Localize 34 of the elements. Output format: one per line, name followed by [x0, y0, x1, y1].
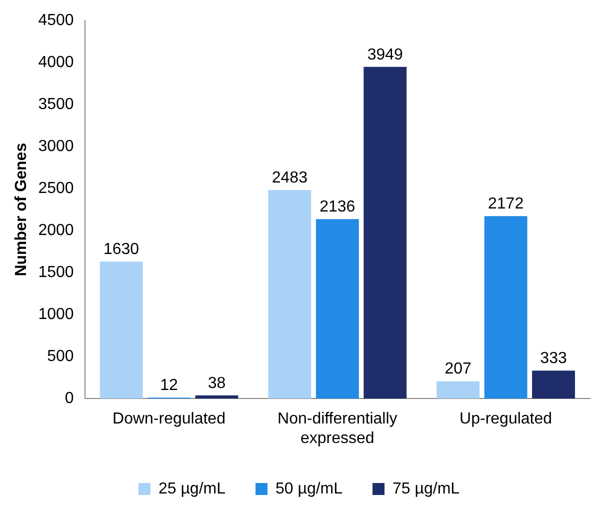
data-label: 1630	[103, 241, 140, 258]
legend-label: 50 µg/mL	[275, 480, 343, 498]
data-label: 38	[208, 374, 226, 392]
bar	[100, 262, 143, 399]
y-tick-label: 1000	[38, 306, 74, 324]
y-tick-label: 3500	[38, 96, 74, 114]
y-tick-label: 500	[47, 348, 74, 366]
data-label: 207	[444, 360, 472, 378]
y-tick-label: 1500	[38, 264, 74, 282]
x-tick-label: Up-regulated	[460, 410, 552, 428]
data-label: 3949	[367, 46, 404, 64]
x-tick-label: Non-differentially expressed	[278, 410, 398, 447]
y-tick-label: 4000	[38, 54, 74, 72]
y-tick-label: 2000	[38, 222, 74, 240]
bar	[195, 395, 238, 399]
bar	[364, 66, 407, 399]
data-label: 2136	[320, 198, 356, 216]
y-tick-label: 0	[64, 390, 74, 408]
data-label: 333	[540, 350, 567, 368]
legend-label: 25 µg/mL	[158, 480, 226, 498]
bar	[484, 216, 528, 399]
data-label: 2483	[272, 169, 308, 186]
bar	[436, 381, 480, 399]
x-tick-label: Down-regulated	[112, 410, 226, 428]
y-axis-title: Number of Genes	[13, 142, 30, 276]
y-tick-label: 2500	[38, 180, 74, 198]
bar	[316, 219, 359, 399]
bar	[532, 370, 575, 399]
legend-label: 75 µg/mL	[392, 480, 460, 498]
data-label: 12	[160, 377, 178, 394]
data-label: 2172	[488, 196, 524, 213]
y-tick-label: 3000	[38, 138, 74, 156]
y-tick-label: 4500	[38, 12, 74, 30]
bar	[268, 190, 312, 399]
